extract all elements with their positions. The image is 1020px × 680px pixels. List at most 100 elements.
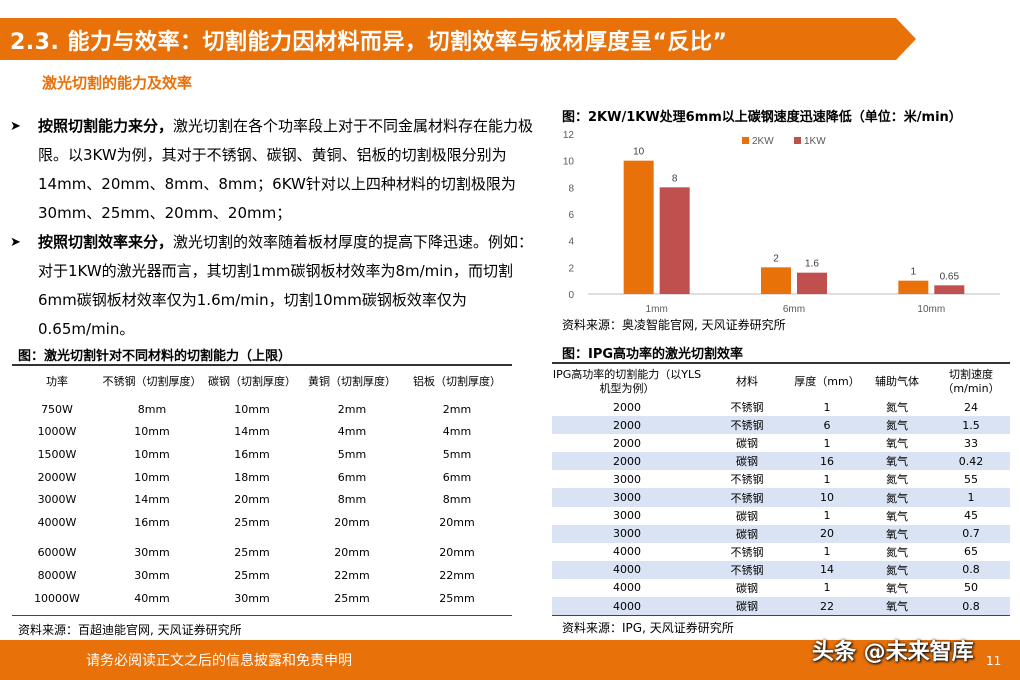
table-cell: 25mm bbox=[234, 546, 270, 560]
table-cell: 22mm bbox=[334, 568, 370, 582]
table-row: 8000W 30mm 25mm 22mm 22mm bbox=[12, 564, 512, 587]
chart-source: 资料来源：奥凌智能官网, 天风证券研究所 bbox=[562, 318, 786, 332]
bullet-list: ➤ 按照切割能力来分，激光切割在各个功率段上对于不同金属材料存在能力极限。以3K… bbox=[10, 112, 540, 344]
banner-shape bbox=[0, 18, 916, 60]
bar-1kw-6mm bbox=[797, 272, 827, 294]
bullet-text: 激光切割的效率随着板材厚度的提高下降迅速。例如：对于1KW的激光器而言，其切割1… bbox=[38, 233, 534, 338]
bar-1kw-10mm bbox=[934, 285, 965, 294]
column-header: 黄铜（切割厚度） bbox=[308, 375, 396, 388]
table-cell: 25mm bbox=[439, 591, 475, 605]
table-cell: 不锈钢 bbox=[730, 473, 764, 487]
column-header: 铝板（切割厚度） bbox=[413, 375, 501, 388]
x-tick-label: 10mm bbox=[917, 304, 945, 315]
table-cell: 1 bbox=[823, 545, 831, 559]
arrow-bullet-icon: ➤ bbox=[10, 119, 21, 134]
table-cell: 20mm bbox=[334, 515, 370, 529]
table-cell: 2mm bbox=[337, 402, 367, 416]
cutting-capacity-table: 功率 不锈钢（切割厚度） 碳钢（切割厚度） 黄铜（切割厚度） 铝板（切割厚度） … bbox=[12, 366, 512, 609]
table-cell: 氮气 bbox=[862, 488, 932, 507]
table-cell: 1 bbox=[932, 488, 1010, 507]
table-cell: 25mm bbox=[234, 515, 270, 529]
table-cell: 氧气 bbox=[862, 524, 932, 543]
table-row: 4000 碳钢 1 氧气 50 bbox=[552, 579, 1010, 597]
legend-swatch bbox=[794, 137, 801, 144]
table-row: 1000W 10mm 14mm 4mm 4mm bbox=[12, 421, 512, 444]
table-cell: 20mm bbox=[334, 546, 370, 560]
spacer-row bbox=[12, 534, 512, 542]
y-tick-label: 4 bbox=[568, 237, 574, 248]
table-row: 2000 不锈钢 1 氮气 24 bbox=[552, 398, 1010, 416]
y-tick-label: 0 bbox=[568, 290, 574, 301]
table-cell: 16 bbox=[792, 452, 862, 471]
table-cell: 2000 bbox=[613, 436, 641, 450]
table-cell: 30mm bbox=[134, 568, 170, 582]
table-cell: 20mm bbox=[439, 546, 475, 560]
data-label: 0.65 bbox=[940, 271, 960, 282]
table-cell: 8mm bbox=[442, 493, 472, 507]
column-header: 切割速度（m/min） bbox=[942, 368, 1000, 395]
table2-bottom-rule bbox=[552, 615, 1010, 616]
table-cell: 20 bbox=[792, 524, 862, 543]
section-subtitle: 激光切割的能力及效率 bbox=[42, 74, 193, 92]
table-cell: 氮气 bbox=[862, 560, 932, 579]
table-cell: 碳钢 bbox=[702, 524, 792, 543]
table-cell: 2000 bbox=[613, 400, 641, 414]
table-cell: 6mm bbox=[442, 470, 472, 484]
ipg-efficiency-table: IPG高功率的切割能力（以YLS机型为例） 材料 厚度（mm） 辅助气体 切割速… bbox=[552, 366, 1010, 616]
table-row: 2000W 10mm 18mm 6mm 6mm bbox=[12, 466, 512, 489]
table-cell: 氮气 bbox=[886, 545, 908, 559]
data-label: 10 bbox=[633, 147, 645, 158]
table-cell: 22mm bbox=[439, 568, 475, 582]
table-row: 4000 不锈钢 1 氮气 65 bbox=[552, 543, 1010, 561]
table-cell: 0.42 bbox=[932, 452, 1010, 471]
table-cell: 40mm bbox=[134, 591, 170, 605]
table-cell: 8mm bbox=[137, 402, 167, 416]
column-header: 功率 bbox=[46, 375, 68, 388]
x-tick-label: 6mm bbox=[783, 304, 805, 315]
table-cell: 不锈钢 bbox=[730, 401, 764, 415]
table-cell: 1.5 bbox=[932, 416, 1010, 435]
table-cell: 16mm bbox=[134, 515, 170, 529]
table-cell: 0.8 bbox=[932, 597, 1010, 616]
table1-source: 资料来源：百超迪能官网, 天风证券研究所 bbox=[18, 623, 242, 637]
table-cell: 碳钢 bbox=[736, 581, 758, 595]
table-cell: 0.7 bbox=[932, 524, 1010, 543]
table-cell: 55 bbox=[964, 472, 978, 486]
disclaimer-text: 请务必阅读正文之后的信息披露和免责申明 bbox=[86, 653, 352, 669]
table-cell: 1 bbox=[823, 581, 831, 595]
table-cell: 1 bbox=[823, 436, 831, 450]
table1-top-rule bbox=[12, 364, 512, 366]
table-cell: 氮气 bbox=[886, 401, 908, 415]
table-cell: 4000 bbox=[613, 581, 641, 595]
x-tick-label: 1mm bbox=[646, 304, 668, 315]
table-row: 4000 碳钢 22 氧气 0.8 bbox=[552, 597, 1010, 616]
table-cell: 8mm bbox=[337, 493, 367, 507]
column-header: 材料 bbox=[736, 375, 758, 388]
legend-label: 1KW bbox=[804, 136, 826, 147]
table-row: 750W 8mm 10mm 2mm 2mm bbox=[12, 398, 512, 421]
table-row: 2000 不锈钢 6 氮气 1.5 bbox=[552, 416, 1010, 435]
bar-chart: 0 2 4 6 8 10 12 10 8 1mm 2 1.6 6mm 1 0.65 10mm 2KW 1KW bbox=[563, 130, 1000, 315]
table-cell: 1 bbox=[823, 509, 831, 523]
table-cell: 30mm bbox=[234, 591, 270, 605]
table-cell: 氧气 bbox=[862, 452, 932, 471]
table2-title: 图：IPG高功率的激光切割效率 bbox=[562, 347, 744, 362]
table-cell: 氧气 bbox=[886, 581, 908, 595]
bullet-text: 激光切割在各个功率段上对于不同金属材料存在能力极限。以3KW为例，其对于不锈钢、… bbox=[38, 117, 534, 222]
table-cell: 4000 bbox=[552, 597, 702, 616]
column-header: 不锈钢（切割厚度） bbox=[102, 375, 202, 388]
column-header: 碳钢（切割厚度） bbox=[208, 375, 296, 388]
bullet-lead: 按照切割效率来分， bbox=[38, 233, 174, 251]
table-cell: 10mm bbox=[134, 425, 170, 439]
table-cell: 氧气 bbox=[862, 597, 932, 616]
table-row: 3000W 14mm 20mm 8mm 8mm bbox=[12, 488, 512, 511]
table-cell: 2000W bbox=[37, 470, 77, 484]
legend-swatch bbox=[742, 137, 749, 144]
table-cell: 20mm bbox=[439, 515, 475, 529]
table-cell: 氮气 bbox=[886, 473, 908, 487]
table-cell: 10mm bbox=[134, 470, 170, 484]
table-cell: 65 bbox=[964, 545, 978, 559]
arrow-bullet-icon: ➤ bbox=[10, 235, 21, 250]
table-cell: 6 bbox=[792, 416, 862, 435]
table-cell: 14mm bbox=[134, 493, 170, 507]
